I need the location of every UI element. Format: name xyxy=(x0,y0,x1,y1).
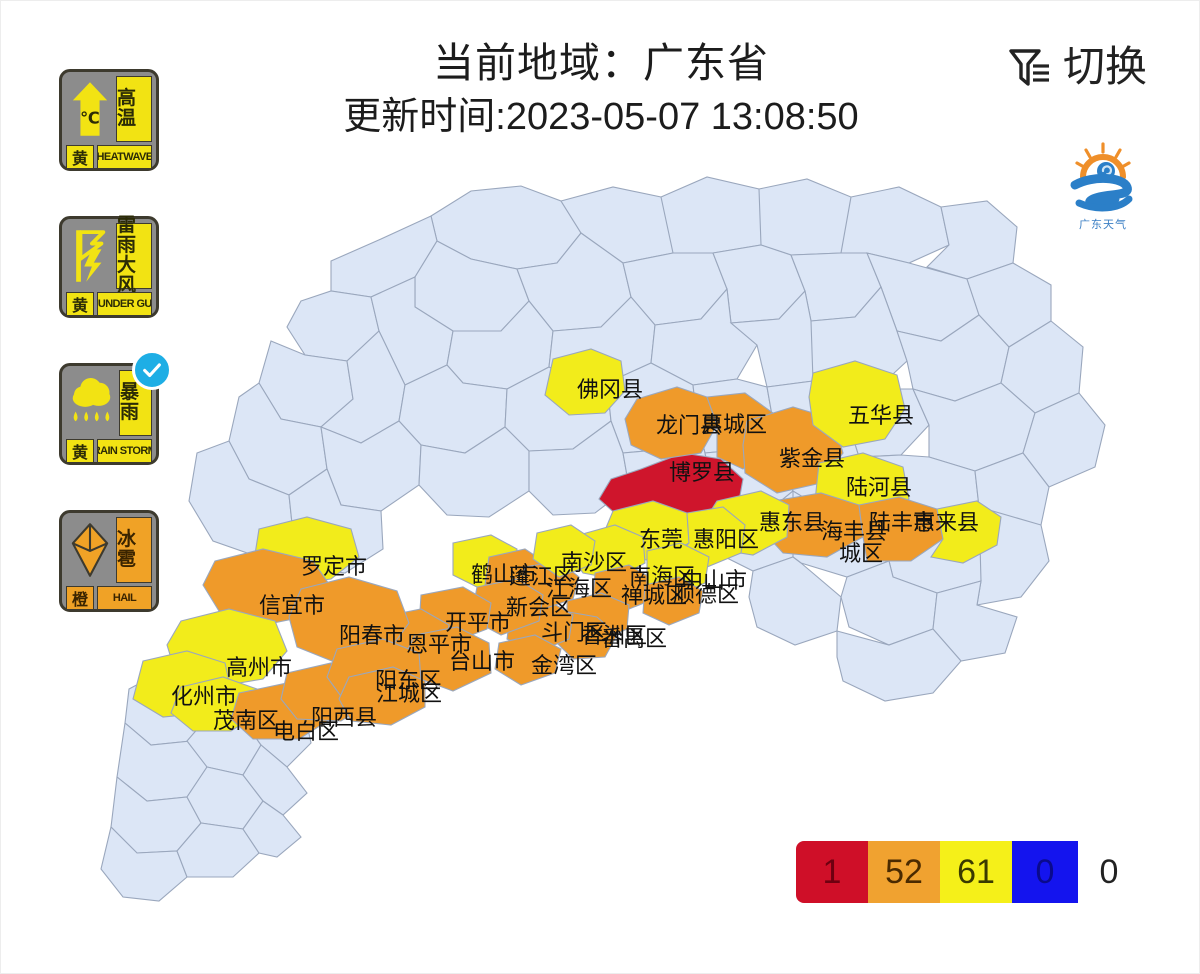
warning-card-en-heatwave: HEATWAVE xyxy=(97,145,152,169)
region-lufeng xyxy=(858,496,944,562)
warning-level-rain-storm: 黄 xyxy=(66,439,94,463)
legend-count-orange[interactable]: 52 xyxy=(868,841,940,903)
map-warning-regions xyxy=(132,348,1002,740)
region-huilai xyxy=(930,500,1002,564)
warning-card-heatwave[interactable]: ℃ 高温 黄 HEATWAVE xyxy=(59,69,159,171)
warning-level-hail: 橙 xyxy=(66,586,94,610)
legend-count-yellow[interactable]: 61 xyxy=(940,841,1012,903)
logo-mark-icon xyxy=(1070,142,1133,212)
region-jiangcheng xyxy=(338,666,426,726)
warning-card-en-rain-storm: RAIN STORM xyxy=(97,439,152,463)
warning-card-en-hail: HAIL xyxy=(97,586,152,610)
region-jinwan xyxy=(494,634,562,686)
switch-button[interactable]: 切换 xyxy=(1009,45,1147,89)
region-nansha xyxy=(532,524,596,578)
hail-stone-icon xyxy=(66,517,113,583)
region-wuhua xyxy=(808,360,906,448)
warning-card-cn-thunder-gust: 雷雨大风 xyxy=(116,216,152,296)
warning-count-legend: 1 52 61 0 0 xyxy=(796,841,1140,903)
warning-card-hail[interactable]: 冰雹 橙 HAIL xyxy=(59,510,159,612)
warning-level-heatwave: 黄 xyxy=(66,145,94,169)
legend-count-red[interactable]: 1 xyxy=(796,841,868,903)
warning-card-en-thunder-gust: THUNDER GUST xyxy=(97,292,152,316)
legend-count-blue[interactable]: 0 xyxy=(1012,841,1078,903)
region-fogang xyxy=(544,348,626,416)
legend-count-none: 0 xyxy=(1099,852,1119,891)
warning-card-cn-hail: 冰雹 xyxy=(116,517,152,583)
warning-card-cn-heatwave: 高温 xyxy=(116,76,152,142)
logo-text: 广东天气 xyxy=(1079,219,1127,231)
thermometer-arrow-icon: ℃ xyxy=(66,76,113,142)
svg-text:℃: ℃ xyxy=(80,108,100,127)
warning-level-thunder-gust: 黄 xyxy=(66,292,94,316)
selected-check-icon xyxy=(132,350,172,390)
region-shunde xyxy=(642,576,704,626)
warning-card-thunder-gust[interactable]: 雷雨大风 黄 THUNDER GUST xyxy=(59,216,159,318)
warning-card-rain-storm[interactable]: 暴雨 黄 RAIN STORM xyxy=(59,350,172,465)
funnel-filter-icon xyxy=(1009,45,1055,89)
region-longmen xyxy=(624,386,718,460)
rain-cloud-icon xyxy=(66,370,116,436)
warning-type-list: ℃ 高温 黄 HEATWAVE xyxy=(59,69,172,657)
switch-button-label: 切换 xyxy=(1062,43,1147,90)
guangdong-weather-logo: 广东天气 xyxy=(1053,141,1153,233)
lightning-flag-icon xyxy=(66,223,113,289)
